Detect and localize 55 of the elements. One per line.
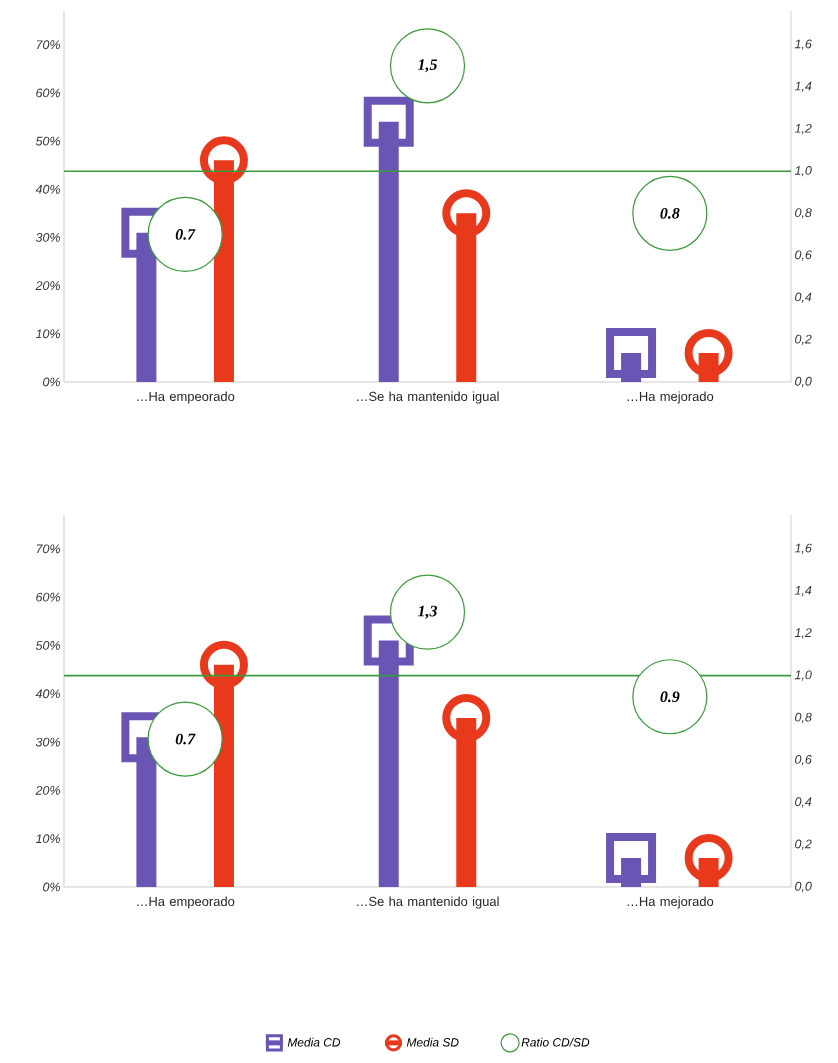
y-tick-label: 30% [35, 737, 60, 747]
point [632, 659, 708, 735]
data-label: 1,5 [417, 59, 438, 73]
point [632, 175, 708, 251]
point [147, 196, 223, 273]
x-tick-label: …Se ha mantenido igual [357, 391, 499, 404]
data-label: 0.7 [175, 733, 196, 745]
x-tick-label: …Ha empeorado [137, 391, 235, 404]
y-tick-label: 50% [35, 136, 60, 146]
point [389, 28, 466, 104]
y-tick-label: 0% [43, 882, 60, 892]
y-tick-label: 60% [36, 88, 60, 98]
y2-tick-label: 1,6 [794, 543, 812, 554]
y2-tick-label: 1,6 [794, 39, 812, 50]
y-tick-label: 50% [35, 641, 60, 650]
y-tick-label: 40% [35, 689, 60, 699]
x-tick-label: …Ha mejorado [627, 391, 714, 404]
y2-tick-label: 0,8 [795, 208, 812, 219]
y2-tick-label: 0,6 [795, 250, 812, 261]
data-label: 0.7 [175, 229, 196, 240]
data-label: 0.9 [660, 691, 680, 703]
data-label: 1,3 [417, 605, 438, 619]
y-tick-label: 20% [35, 785, 60, 795]
y2-tick-label: 0,0 [795, 881, 812, 893]
y-tick-label: 10% [35, 329, 60, 339]
y2-tick-label: 0,2 [795, 334, 812, 345]
y2-tick-label: 1,4 [794, 586, 812, 597]
x-tick-label: …Ha empeorado [137, 896, 235, 909]
legend-label: Media SD [406, 1037, 459, 1047]
y2-tick-label: 1,2 [794, 628, 812, 639]
y-tick-label: 10% [35, 834, 60, 844]
y-tick-label: 0% [43, 377, 60, 387]
y-tick-label: 60% [36, 592, 60, 602]
y-tick-label: 70% [36, 40, 60, 50]
y2-tick-label: 1,4 [794, 81, 812, 92]
y2-tick-label: 0,4 [795, 797, 812, 808]
legend-label: Ratio CD/SD [521, 1037, 590, 1047]
y2-tick-label: 0,4 [795, 292, 812, 303]
y-tick-label: 30% [35, 233, 60, 242]
y2-tick-label: 0,8 [795, 712, 812, 724]
y2-tick-label: 0,6 [795, 755, 812, 766]
x-tick-label: …Se ha mantenido igual [357, 896, 499, 909]
y2-tick-label: 1,0 [794, 670, 812, 681]
point [147, 701, 223, 777]
y2-tick-label: 0,2 [795, 839, 812, 850]
legend-label: Media CD [287, 1037, 341, 1047]
y2-tick-label: 1,0 [794, 166, 812, 177]
point [389, 574, 466, 650]
x-tick-label: …Ha mejorado [627, 896, 714, 909]
data-label: 0.8 [660, 207, 680, 219]
y-tick-label: 70% [36, 544, 60, 554]
y2-tick-label: 0,0 [795, 376, 812, 388]
y2-tick-label: 1,2 [794, 123, 812, 135]
y-tick-label: 20% [35, 281, 60, 291]
y-tick-label: 40% [35, 184, 60, 194]
